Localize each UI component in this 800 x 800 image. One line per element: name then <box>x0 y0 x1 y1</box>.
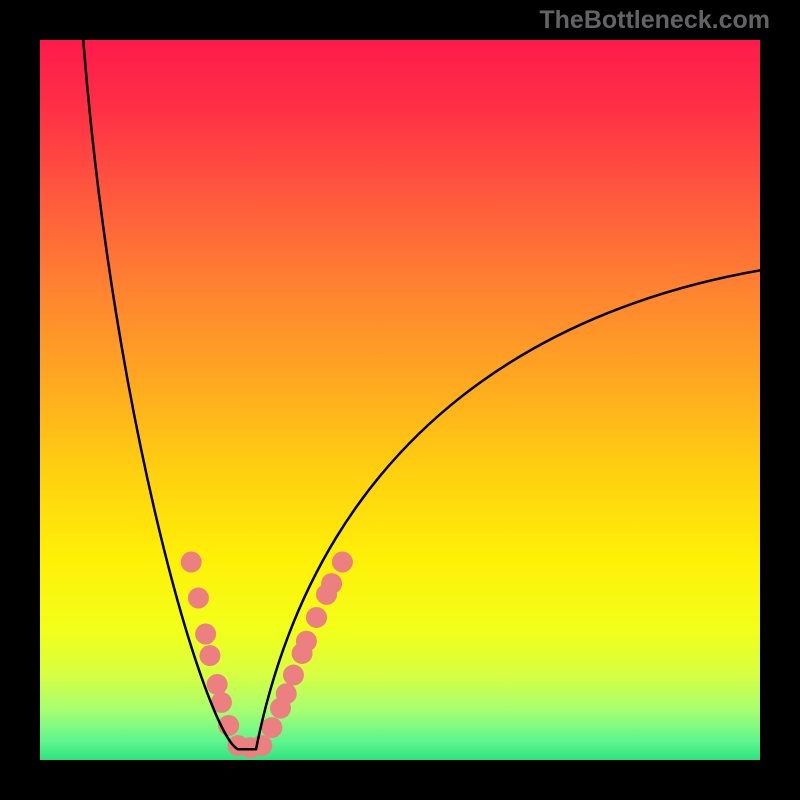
data-marker <box>296 631 317 652</box>
watermark-text: TheBottleneck.com <box>539 6 770 35</box>
data-marker <box>195 624 216 645</box>
data-marker <box>181 552 202 573</box>
data-marker <box>251 735 272 756</box>
bottleneck-curve <box>256 270 760 749</box>
data-marker <box>306 607 327 628</box>
plot-area <box>40 40 760 760</box>
data-marker <box>199 645 220 666</box>
data-marker <box>261 717 282 738</box>
data-marker <box>188 588 209 609</box>
data-marker <box>332 552 353 573</box>
data-marker <box>321 573 342 594</box>
curve-layer <box>40 40 760 760</box>
data-marker <box>276 683 297 704</box>
data-marker <box>283 665 304 686</box>
bottleneck-curve <box>83 40 238 749</box>
data-marker <box>207 674 228 695</box>
